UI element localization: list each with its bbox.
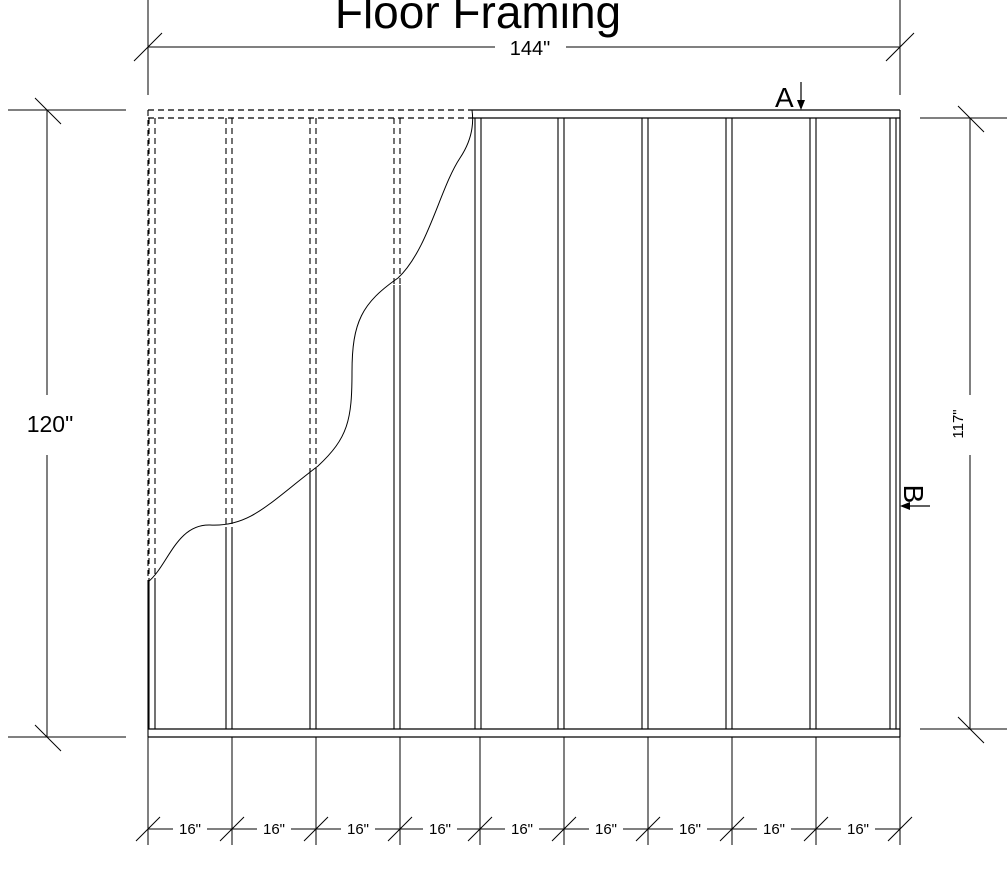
spacing-label: 16" bbox=[179, 821, 201, 838]
spacing-label: 16" bbox=[429, 821, 451, 838]
joist-spacing-dimensions: 16" 16" 16" 16" 16" 16" 16" 16" 16" bbox=[135, 737, 913, 845]
joist bbox=[889, 118, 897, 729]
section-marker-a: A bbox=[775, 82, 805, 113]
overall-length-dimension bbox=[8, 97, 126, 752]
section-marker-b-label: B bbox=[898, 485, 929, 504]
overall-width-label: 144" bbox=[510, 38, 550, 60]
overall-width-dimension bbox=[133, 0, 915, 95]
drawing-title: Floor Framing bbox=[335, 0, 621, 38]
joist bbox=[809, 118, 817, 729]
joist-length-dimension bbox=[920, 105, 1007, 744]
joist bbox=[225, 118, 233, 729]
section-marker-a-label: A bbox=[775, 82, 794, 113]
spacing-label: 16" bbox=[847, 821, 869, 838]
section-marker-b: B bbox=[898, 485, 930, 510]
joist bbox=[474, 118, 482, 729]
rim-joists bbox=[148, 109, 901, 738]
overall-length-label: 120" bbox=[27, 411, 74, 437]
joist bbox=[309, 118, 317, 729]
joists bbox=[147, 110, 897, 737]
joist bbox=[148, 118, 156, 729]
spacing-label: 16" bbox=[595, 821, 617, 838]
joist bbox=[393, 118, 401, 729]
spacing-label: 16" bbox=[263, 821, 285, 838]
joist bbox=[641, 118, 649, 729]
spacing-label: 16" bbox=[679, 821, 701, 838]
spacing-label: 16" bbox=[763, 821, 785, 838]
cutaway-break-line bbox=[147, 109, 474, 583]
joist-length-label: 117" bbox=[950, 409, 967, 438]
joist bbox=[557, 118, 565, 729]
joist bbox=[725, 118, 733, 729]
spacing-label: 16" bbox=[347, 821, 369, 838]
spacing-label: 16" bbox=[511, 821, 533, 838]
